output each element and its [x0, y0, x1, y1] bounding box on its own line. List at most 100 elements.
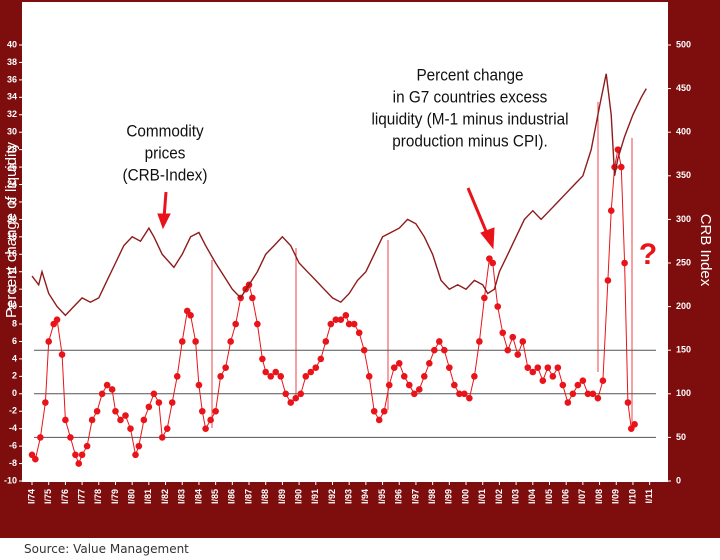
data-point — [212, 407, 219, 415]
y-tick-label: -10 — [4, 475, 17, 485]
y-tick-label: 8 — [12, 318, 17, 328]
data-point — [385, 381, 393, 389]
data-point — [127, 425, 134, 432]
data-point — [509, 333, 517, 341]
x-tick-label: I/80 — [127, 489, 137, 504]
data-point — [302, 373, 310, 380]
data-point — [345, 320, 353, 328]
data-point — [342, 312, 350, 319]
x-tick-label: I/08 — [594, 489, 604, 504]
data-point — [155, 399, 163, 406]
data-point — [554, 364, 562, 371]
x-tick-label: I/76 — [60, 489, 70, 504]
annotation: Commodity — [126, 122, 204, 141]
data-point — [232, 320, 239, 328]
data-point — [607, 207, 615, 214]
data-point — [287, 399, 295, 406]
data-point — [436, 338, 443, 345]
data-point — [544, 364, 552, 371]
data-point — [187, 312, 194, 319]
plot-area — [22, 2, 668, 482]
data-point — [584, 390, 592, 398]
y-tick-label: 16 — [7, 249, 17, 259]
data-point — [332, 316, 340, 323]
arrow — [466, 187, 490, 237]
data-point — [446, 364, 453, 371]
data-point — [75, 460, 83, 467]
data-point — [390, 364, 398, 371]
y-tick-label: 34 — [7, 92, 17, 102]
data-point — [122, 412, 129, 419]
y2-tick-label: 100 — [676, 388, 691, 398]
y2-tick-label: 250 — [676, 257, 691, 267]
data-point — [431, 346, 438, 354]
data-point — [579, 377, 587, 385]
data-point — [624, 399, 632, 406]
data-point — [481, 294, 488, 302]
y2-tick-label: 0 — [676, 475, 681, 485]
x-tick-label: I/96 — [394, 489, 404, 504]
x-tick-label: I/01 — [477, 489, 487, 504]
data-point — [599, 377, 607, 385]
data-point — [400, 373, 408, 380]
data-point — [471, 373, 478, 380]
data-point — [617, 163, 625, 171]
data-point — [135, 442, 143, 450]
data-point — [360, 346, 368, 354]
x-tick-label: I/02 — [494, 489, 504, 504]
arrows — [157, 187, 495, 250]
x-tick-label: I/91 — [310, 489, 320, 504]
y-tick-label: 36 — [7, 74, 17, 84]
x-tick-label: I/75 — [43, 489, 53, 504]
y-tick-label: 32 — [7, 109, 17, 119]
data-point — [168, 399, 176, 406]
y-tick-label: 14 — [7, 266, 17, 276]
data-point — [451, 381, 458, 389]
data-point — [88, 416, 96, 424]
data-point — [564, 399, 572, 406]
data-point — [569, 390, 577, 398]
data-point — [67, 434, 74, 441]
y-tick-label: 30 — [7, 127, 17, 137]
data-point — [145, 403, 153, 411]
data-point — [380, 407, 388, 415]
data-point — [494, 303, 502, 310]
data-point — [98, 390, 106, 398]
x-tick-label: I/88 — [260, 489, 270, 504]
x-tick-label: I/84 — [193, 489, 203, 504]
arrow-head — [480, 227, 495, 250]
y-tick-label: 24 — [7, 179, 17, 189]
y-tick-label: 22 — [7, 196, 17, 206]
annotation: (CRB-Index) — [123, 166, 208, 185]
data-point — [395, 359, 403, 367]
data-point — [415, 386, 423, 393]
y-tick-label: -4 — [9, 423, 17, 433]
x-tick-label: I/10 — [627, 489, 637, 504]
y-tick-label: 4 — [12, 353, 17, 363]
data-point — [337, 316, 345, 323]
data-point — [405, 381, 413, 389]
y2-axis-title: CRB Index — [697, 214, 714, 287]
data-point — [604, 277, 612, 284]
data-point — [93, 407, 101, 415]
data-point — [140, 416, 148, 424]
x-tick-label: I/97 — [410, 489, 420, 504]
data-point — [272, 368, 280, 376]
data-point — [425, 359, 433, 367]
data-point — [631, 421, 638, 428]
y2-tick-label: 500 — [676, 39, 691, 49]
annotation: in G7 countries excess — [393, 88, 548, 107]
data-point — [195, 381, 203, 389]
x-tick-label: I/82 — [160, 489, 170, 504]
x-tick-label: I/87 — [243, 489, 253, 504]
data-point — [539, 377, 547, 385]
data-point — [529, 368, 537, 376]
connector-lines — [211, 102, 633, 428]
data-point — [549, 373, 557, 380]
data-point — [83, 442, 91, 450]
data-point — [499, 329, 507, 337]
data-point — [259, 355, 266, 363]
y-tick-label: 38 — [7, 57, 17, 67]
